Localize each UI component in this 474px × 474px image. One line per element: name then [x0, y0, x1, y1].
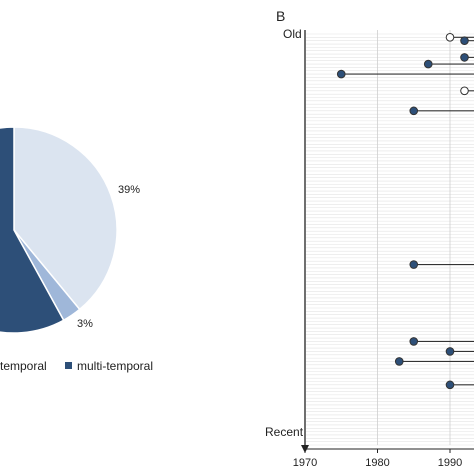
pie-slice-2	[13, 126, 118, 311]
pie-chart	[0, 126, 118, 334]
pie-slice-0	[0, 126, 65, 334]
data-point	[445, 380, 455, 390]
horizontal-gridlines	[306, 33, 474, 446]
vertical-gridlines	[304, 30, 451, 445]
x-tick-label: 1990	[438, 457, 462, 469]
x-ticks: 1970 1980 1990	[293, 449, 462, 469]
panel-label-b: B	[276, 8, 285, 24]
data-point	[409, 337, 419, 346]
legend-label-temporal: temporal	[0, 359, 47, 373]
data-point-open	[445, 33, 455, 42]
data-point	[423, 59, 433, 69]
data-point	[445, 347, 455, 356]
y-label-old: Old	[283, 27, 302, 41]
legend-label-multi-temporal: multi-temporal	[77, 359, 153, 373]
pie-data-label-39: 39%	[118, 184, 140, 196]
x-tick-label: 1980	[365, 457, 389, 469]
x-tick-label: 1970	[293, 457, 317, 469]
data-point	[460, 36, 469, 45]
legend-swatch-multi-temporal	[65, 362, 72, 369]
data-point	[409, 106, 419, 116]
data-point	[336, 69, 346, 79]
y-label-recent: Recent	[265, 425, 304, 439]
data-point	[460, 53, 469, 62]
pie-data-label-3: 3%	[77, 318, 93, 330]
axes	[301, 30, 474, 453]
data-point	[394, 357, 404, 366]
data-points	[336, 33, 474, 390]
data-point	[409, 260, 419, 269]
data-point-open	[460, 86, 469, 96]
